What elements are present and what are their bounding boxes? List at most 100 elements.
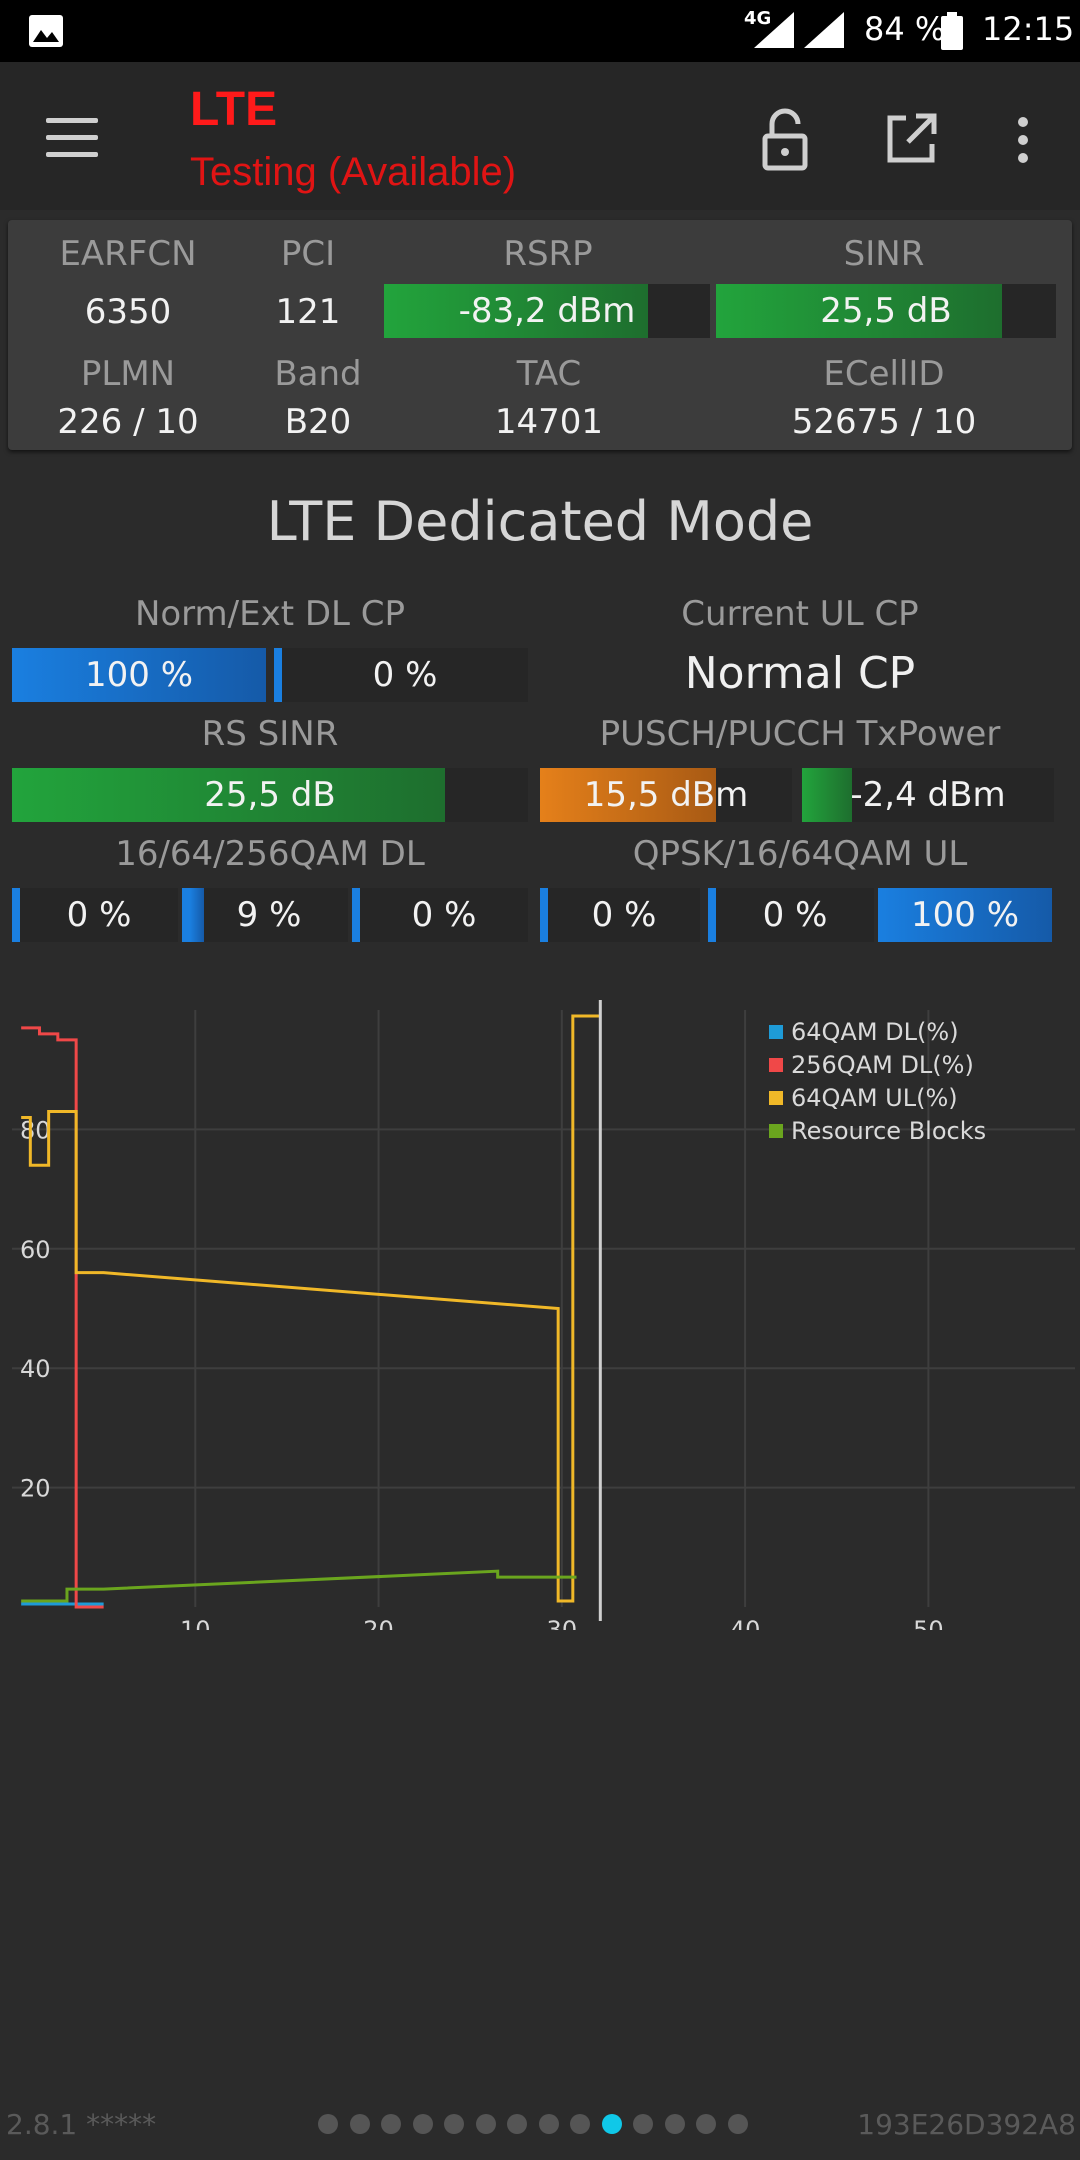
page-dot[interactable] xyxy=(412,2114,433,2134)
legend-swatch xyxy=(769,1058,783,1072)
pci-label: PCI xyxy=(280,234,336,274)
pusch-value: 15,5 dBm xyxy=(583,775,749,815)
band-label: Band xyxy=(274,354,362,394)
page-dot[interactable] xyxy=(538,2114,559,2134)
signal-icon xyxy=(754,12,794,48)
page-dot[interactable] xyxy=(475,2114,496,2134)
tac-label: TAC xyxy=(516,354,582,394)
unlock-icon[interactable] xyxy=(750,104,820,174)
legend-swatch xyxy=(769,1025,783,1039)
series-line xyxy=(21,1569,577,1603)
y-tick-label: 20 xyxy=(20,1475,51,1503)
signal-icon-2 xyxy=(804,12,844,48)
dl-cp-norm-bar: 100 % xyxy=(12,648,266,702)
app-toolbar: LTE Testing (Available) xyxy=(0,62,1080,210)
rsrp-bar: -83,2 dBm xyxy=(384,284,710,338)
rs-sinr-fill xyxy=(12,768,446,822)
plmn-label: PLMN xyxy=(80,354,176,394)
qpsk-ul-bar: 0 % xyxy=(540,888,700,942)
pucch-bar: -2,4 dBm xyxy=(802,768,1054,822)
page-dot[interactable] xyxy=(570,2114,590,2134)
legend-label: Resource Blocks xyxy=(791,1117,986,1145)
time-series-chart: 10 20 30 40 50 20 40 60 80 64QAM DL(%) 256QAM DL(%… xyxy=(12,1000,1075,1630)
qam16-dl-bar: 0 % xyxy=(12,888,178,942)
plmn-value: 226 / 10 xyxy=(57,402,199,442)
legend-swatch xyxy=(769,1124,783,1138)
x-tick-label: 40 xyxy=(730,1616,761,1630)
status-bar: 4G 84 % 12:15 xyxy=(0,0,1080,62)
legend-swatch xyxy=(769,1091,783,1105)
page-dot[interactable] xyxy=(381,2114,401,2134)
battery-icon xyxy=(941,12,963,50)
qam64-ul-bar: 100 % xyxy=(878,888,1052,942)
sinr-bar: 25,5 dB xyxy=(716,284,1056,338)
dl-cp-ext-bar: 0 % xyxy=(274,648,528,702)
tac-value: 14701 xyxy=(494,402,604,442)
series-line xyxy=(21,1014,601,1603)
page-dot[interactable] xyxy=(696,2114,716,2134)
qam64-ul-value: 100 % xyxy=(910,895,1019,935)
menu-icon[interactable] xyxy=(46,118,98,158)
page-dot[interactable] xyxy=(633,2114,653,2134)
page-title: LTE xyxy=(190,83,278,136)
qam16-ul-bar: 0 % xyxy=(708,888,874,942)
open-external-icon[interactable] xyxy=(876,104,946,174)
pucch-fill xyxy=(802,768,853,822)
device-id: 193E26D392A8 xyxy=(857,2108,1076,2141)
legend-label: 256QAM DL(%) xyxy=(791,1051,974,1079)
sinr-label: SINR xyxy=(843,234,925,274)
page-dot[interactable] xyxy=(318,2114,338,2134)
pucch-value: -2,4 dBm xyxy=(850,775,1006,815)
sinr-bar-fill xyxy=(716,284,1002,338)
app-version: 2.8.1 ***** xyxy=(6,2108,157,2141)
dl-cp-norm-value: 100 % xyxy=(84,655,193,695)
qam64-dl-value: 9 % xyxy=(236,895,302,935)
clock: 12:15 xyxy=(982,10,1075,48)
page-dot[interactable] xyxy=(727,2114,748,2134)
ecellid-label: ECellID xyxy=(823,354,945,394)
legend-label: 64QAM DL(%) xyxy=(791,1018,959,1046)
y-tick-label: 40 xyxy=(20,1355,51,1383)
ecellid-value: 52675 / 10 xyxy=(791,402,977,442)
section-title: LTE Dedicated Mode xyxy=(266,490,814,553)
rsrp-label: RSRP xyxy=(503,234,593,274)
page-dot[interactable] xyxy=(664,2114,685,2134)
page-dot[interactable] xyxy=(444,2114,464,2134)
rs-sinr-label: RS SINR xyxy=(201,714,339,754)
x-tick-label: 20 xyxy=(363,1616,394,1630)
cell-info-panel: EARFCN 6350 PCI 121 RSRP -83,2 dBm SINR … xyxy=(8,220,1072,450)
qpsk-ul-value: 0 % xyxy=(591,895,657,935)
qam-dl-label: 16/64/256QAM DL xyxy=(115,834,425,874)
rs-sinr-value: 25,5 dB xyxy=(204,775,336,815)
y-tick-label: 80 xyxy=(20,1116,51,1144)
ul-cp-label: Current UL CP xyxy=(681,594,919,634)
x-tick-label: 10 xyxy=(180,1616,211,1630)
series-line xyxy=(21,1026,104,1609)
more-options-icon[interactable] xyxy=(988,104,1058,174)
qam256-dl-bar: 0 % xyxy=(352,888,528,942)
qam256-dl-value: 0 % xyxy=(411,895,477,935)
dl-cp-label: Norm/Ext DL CP xyxy=(134,594,406,634)
dl-cp-norm-fill xyxy=(12,648,266,702)
page-dot[interactable] xyxy=(507,2114,527,2134)
pusch-fill xyxy=(540,768,717,822)
earfcn-value: 6350 xyxy=(84,292,172,332)
rsrp-bar-fill xyxy=(384,284,649,338)
y-tick-label: 60 xyxy=(20,1236,51,1264)
pci-value: 121 xyxy=(275,292,341,332)
legend-label: 64QAM UL(%) xyxy=(791,1084,958,1112)
x-tick-label: 30 xyxy=(547,1616,578,1630)
txpower-label: PUSCH/PUCCH TxPower xyxy=(599,714,1001,754)
band-value: B20 xyxy=(284,402,352,442)
qam64-dl-fill xyxy=(190,888,205,942)
x-tick-label: 50 xyxy=(913,1616,944,1630)
rs-sinr-bar: 25,5 dB xyxy=(12,768,528,822)
qam16-ul-value: 0 % xyxy=(762,895,828,935)
qam64-ul-fill xyxy=(878,888,1052,942)
qam-ul-label: QPSK/16/64QAM UL xyxy=(632,834,968,874)
page-dot-active[interactable] xyxy=(601,2114,622,2134)
earfcn-label: EARFCN xyxy=(59,234,197,274)
image-notification-icon xyxy=(29,15,63,47)
page-dot[interactable] xyxy=(349,2114,370,2134)
rsrp-value: -83,2 dBm xyxy=(458,291,636,331)
